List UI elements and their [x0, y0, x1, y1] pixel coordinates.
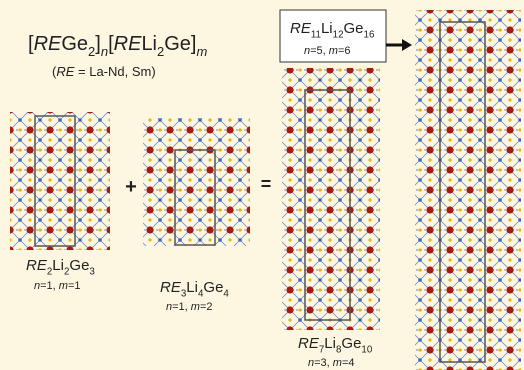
structure-params: n=3, m=4 — [308, 357, 355, 369]
structure-1 — [10, 112, 110, 250]
structure-4 — [415, 10, 521, 370]
text-part: 4 — [223, 289, 229, 300]
text-part: RE — [298, 335, 320, 352]
structure-params: n=1, m=2 — [166, 301, 213, 313]
text-part: m — [59, 280, 68, 292]
text-part: =4 — [342, 357, 355, 369]
text-part: Li — [324, 335, 336, 352]
structure-2 — [143, 118, 250, 246]
formula-note: (RE = La-Nd, Sm) — [52, 64, 156, 79]
text-part: =3, — [314, 357, 333, 369]
text-part: =6 — [338, 45, 351, 57]
text-part: Li — [52, 257, 64, 274]
text-part: Li — [141, 33, 157, 55]
text-part: RE — [34, 33, 62, 55]
text-part: =1, — [40, 280, 59, 292]
text-part: 3 — [89, 267, 94, 278]
text-part: RE — [290, 20, 312, 37]
text-part: m — [197, 44, 208, 59]
text-part: Ge — [61, 33, 88, 55]
text-part: 2 — [157, 44, 164, 59]
text-part: RE — [114, 33, 142, 55]
text-part: =1, — [172, 301, 191, 313]
text-part: 16 — [364, 30, 375, 41]
text-part: =5, — [310, 45, 329, 57]
text-part: n — [101, 44, 108, 59]
text-part: 2 — [88, 44, 95, 59]
text-part: Li — [186, 279, 198, 296]
text-part: m — [333, 357, 342, 369]
text-part: m — [191, 301, 200, 313]
text-part: =1 — [68, 280, 81, 292]
text-part: =2 — [200, 301, 213, 313]
plus: + — [125, 176, 137, 198]
text-part: RE — [160, 279, 182, 296]
text-part: Li — [321, 20, 333, 37]
text-part: Ge — [341, 335, 361, 352]
text-part: RE — [26, 257, 48, 274]
text-part: RE — [56, 64, 74, 79]
structure-params: n=1, m=1 — [34, 280, 81, 292]
structure-params: n=5, m=6 — [304, 45, 351, 57]
structure-3 — [282, 68, 380, 330]
equals: = — [261, 174, 272, 194]
text-part: Ge] — [164, 33, 196, 55]
graphic: [REGe2]n[RELi2Ge]m (RE = La-Nd, Sm) + = … — [0, 0, 524, 370]
text-part: 10 — [361, 345, 372, 356]
text-part: Ge — [69, 257, 89, 274]
text-part: 12 — [333, 30, 344, 41]
text-part: m — [329, 45, 338, 57]
text-part: 11 — [311, 30, 321, 41]
text-part: Ge — [203, 279, 223, 296]
text-part: = La-Nd, Sm) — [74, 64, 155, 79]
text-part: Ge — [344, 20, 364, 37]
